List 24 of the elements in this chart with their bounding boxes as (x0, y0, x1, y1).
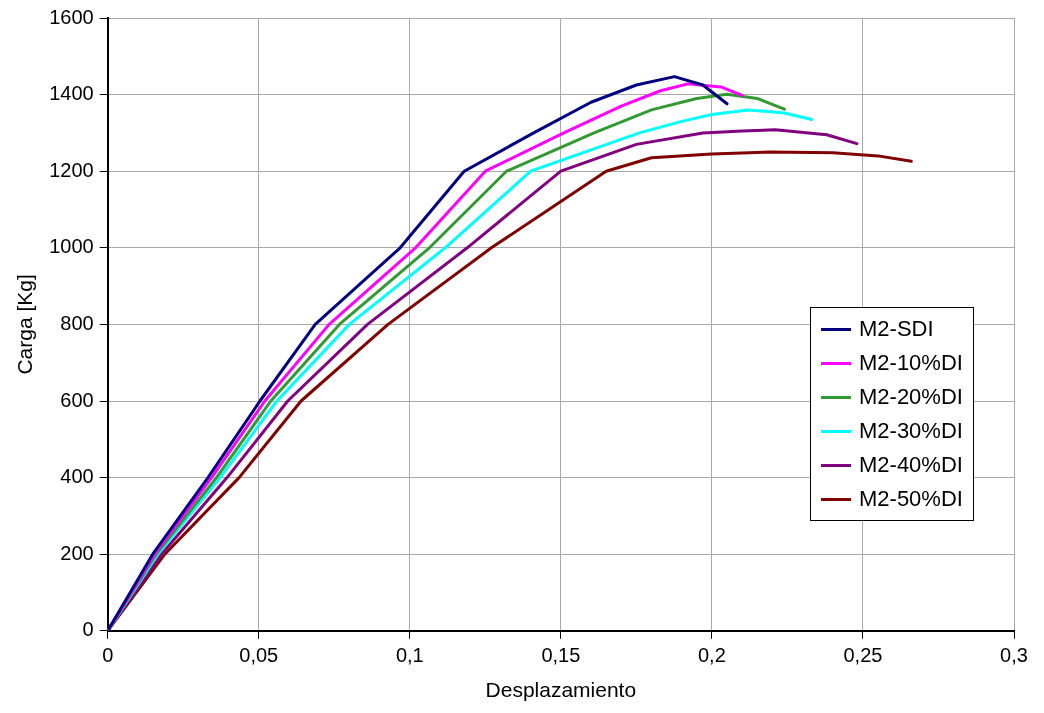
x-tick-label: 0,3 (1000, 644, 1028, 667)
legend-label: M2-50%DI (859, 486, 963, 513)
y-tick-label: 1600 (49, 5, 94, 28)
legend-label: M2-40%DI (859, 452, 963, 479)
y-tick-label: 600 (60, 388, 94, 411)
y-tick-label: 1200 (49, 158, 94, 181)
legend-label: M2-20%DI (859, 384, 963, 411)
x-tick-label: 0,15 (541, 644, 581, 667)
legend-label: M2-10%DI (859, 350, 963, 377)
x-tick-label: 0 (102, 644, 114, 667)
x-tick-label: 0,2 (697, 644, 726, 667)
legend-label: M2-SDI (859, 316, 934, 343)
x-tick-label: 0,1 (395, 644, 424, 667)
legend-label: M2-30%DI (859, 418, 963, 445)
x-axis-title: Desplazamiento (485, 678, 637, 702)
x-tick-label: 0,05 (239, 644, 279, 667)
y-axis-title: Carga [Kg] (13, 274, 37, 375)
y-tick-label: 0 (82, 618, 94, 641)
y-tick-label: 800 (60, 311, 94, 334)
y-tick-label: 1000 (49, 235, 94, 258)
y-tick-label: 400 (60, 465, 94, 488)
y-tick-label: 200 (60, 541, 94, 564)
y-tick-label: 1400 (49, 82, 94, 105)
x-tick-label: 0,25 (843, 644, 883, 667)
